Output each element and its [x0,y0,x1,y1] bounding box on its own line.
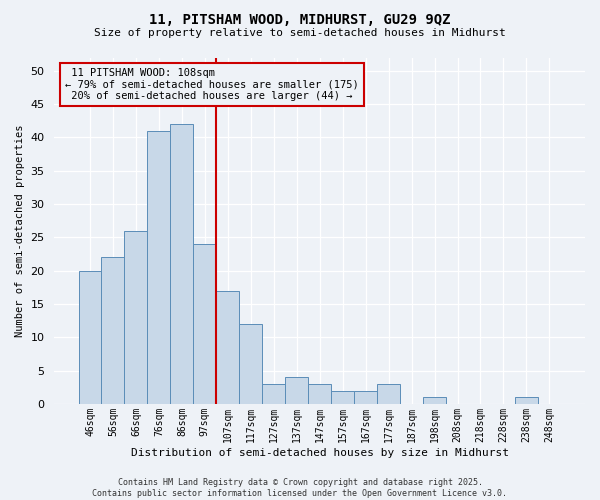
Y-axis label: Number of semi-detached properties: Number of semi-detached properties [15,124,25,337]
Text: 11 PITSHAM WOOD: 108sqm
← 79% of semi-detached houses are smaller (175)
 20% of : 11 PITSHAM WOOD: 108sqm ← 79% of semi-de… [65,68,359,101]
Bar [354,390,377,404]
Bar [239,324,262,404]
Bar [101,258,124,404]
Bar [285,378,308,404]
Bar [515,398,538,404]
Text: Size of property relative to semi-detached houses in Midhurst: Size of property relative to semi-detach… [94,28,506,38]
Bar [308,384,331,404]
Bar [193,244,217,404]
Bar [79,270,101,404]
Bar [262,384,285,404]
Bar [124,230,148,404]
Bar [331,390,354,404]
Bar [377,384,400,404]
Bar [423,398,446,404]
X-axis label: Distribution of semi-detached houses by size in Midhurst: Distribution of semi-detached houses by … [131,448,509,458]
Text: Contains HM Land Registry data © Crown copyright and database right 2025.
Contai: Contains HM Land Registry data © Crown c… [92,478,508,498]
Text: 11, PITSHAM WOOD, MIDHURST, GU29 9QZ: 11, PITSHAM WOOD, MIDHURST, GU29 9QZ [149,12,451,26]
Bar [217,290,239,404]
Bar [170,124,193,404]
Bar [148,131,170,404]
